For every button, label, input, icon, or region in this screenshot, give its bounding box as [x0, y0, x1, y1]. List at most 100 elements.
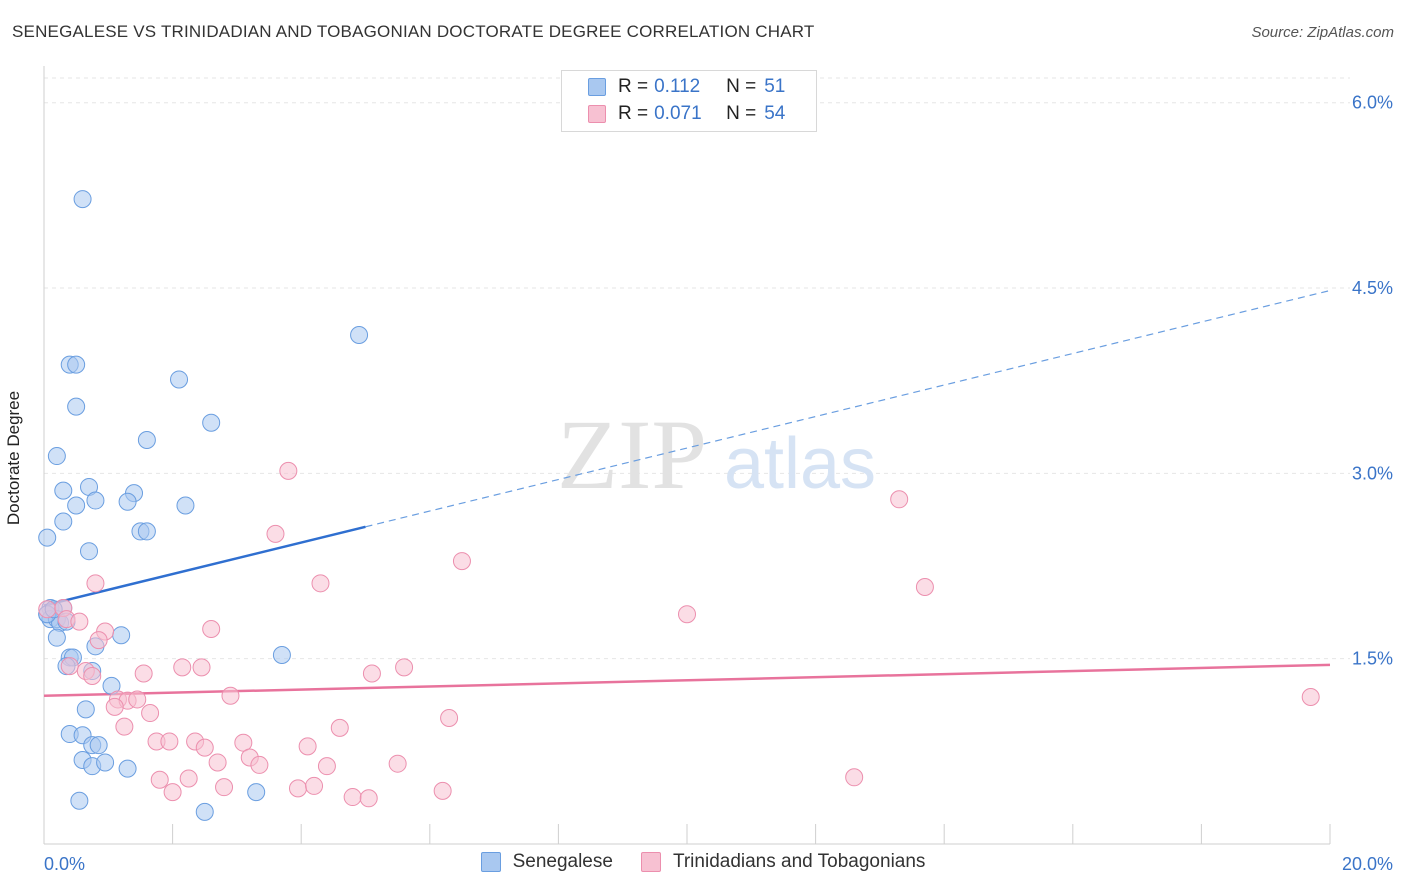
trinidadian-point — [208, 753, 227, 772]
senegalese-point — [247, 783, 266, 802]
x-tick-label: 20.0% — [1342, 854, 1393, 874]
trend-lines — [43, 289, 1331, 697]
trinidadian-point — [215, 778, 234, 797]
trinidadian-point — [305, 776, 324, 795]
legend-r-label: R = — [618, 103, 649, 124]
senegalese-point — [118, 492, 137, 511]
legend-label-senegalese: Senegalese — [512, 851, 613, 872]
legend-item-trinidadian[interactable]: Trinidadians and Tobagonians — [640, 851, 926, 873]
legend-n-value: 54 — [764, 103, 786, 124]
trinidadian-point — [128, 690, 147, 709]
trinidadian-point — [195, 738, 214, 757]
trinidadian-point — [311, 574, 330, 593]
trinidadian-point — [317, 757, 336, 776]
x-tick-label: 0.0% — [44, 854, 85, 874]
legend-r-value: 0.112 — [654, 76, 701, 97]
trinidadian-point — [845, 768, 864, 787]
trinidadian-point — [115, 717, 134, 736]
trinidadian-point — [343, 788, 362, 807]
senegalese-point — [96, 753, 115, 772]
y-tick-label: 3.0% — [1352, 463, 1393, 483]
legend-r-label: R = — [618, 76, 649, 97]
axes — [43, 66, 1331, 845]
legend-item-senegalese[interactable]: Senegalese — [480, 851, 613, 873]
legend-swatch-trinidadian — [640, 852, 661, 872]
senegalese-point — [54, 512, 73, 531]
legend-swatch-trinidadian — [588, 105, 606, 123]
senegalese-point — [86, 491, 105, 510]
legend-row-trinidadian: R = 0.071 N = 54 — [588, 103, 785, 125]
senegalese-trend-line — [43, 525, 366, 607]
legend-swatch-senegalese — [480, 852, 501, 872]
senegalese-point — [38, 528, 57, 547]
watermark-atlas: atlas — [724, 424, 876, 504]
senegalese-point — [170, 370, 189, 389]
senegalese-point — [118, 759, 137, 778]
trinidadian-point — [86, 574, 105, 593]
trinidadian-trend-line — [43, 663, 1331, 697]
trinidadian-point — [915, 578, 934, 597]
senegalese-point — [350, 325, 369, 344]
trinidadian-point — [678, 605, 696, 624]
y-tick-label: 4.5% — [1352, 278, 1393, 298]
trinidadian-point — [298, 737, 317, 756]
trinidadian-point — [60, 657, 79, 676]
senegalese-point — [137, 522, 156, 541]
watermark-zip: ZIP — [557, 399, 707, 510]
trinidadian-point — [330, 718, 349, 737]
trinidadian-point — [38, 600, 57, 619]
senegalese-point — [80, 542, 99, 561]
series-legend: Senegalese Trinidadians and Tobagonians — [0, 851, 1406, 873]
trinidadian-point — [89, 631, 108, 650]
legend-n-value: 51 — [764, 76, 786, 97]
chart-title: SENEGALESE VS TRINIDADIAN AND TOBAGONIAN… — [12, 22, 815, 41]
trinidadian-point — [105, 697, 124, 716]
senegalese-trend-projection — [365, 289, 1331, 528]
trinidadian-point — [234, 733, 253, 752]
legend-swatch-senegalese — [588, 78, 606, 96]
senegalese-point — [73, 190, 92, 209]
y-tick-label: 1.5% — [1352, 649, 1393, 669]
tick-labels: 1.5% 3.0% 4.5% 6.0% 0.0% 20.0% — [44, 93, 1393, 874]
senegalese-point — [67, 355, 86, 374]
watermark: ZIP atlas — [557, 399, 876, 510]
trinidadian-point — [440, 708, 459, 727]
trinidadian-point — [179, 769, 198, 788]
senegalese-point — [70, 791, 89, 810]
trinidadian-point — [150, 770, 169, 789]
correlation-legend: R = 0.112 N = 51 R = 0.071 N = 54 — [561, 70, 817, 132]
senegalese-point — [195, 802, 214, 821]
senegalese-point — [137, 430, 156, 449]
source-label: Source: ZipAtlas.com — [1251, 24, 1394, 41]
trinidadian-point — [266, 524, 285, 543]
trinidadian-point — [359, 789, 378, 808]
senegalese-point — [67, 397, 86, 416]
senegalese-point — [112, 626, 131, 645]
trinidadian-point — [173, 658, 192, 677]
trinidadian-point — [890, 490, 909, 509]
senegalese-point — [76, 700, 95, 719]
data-points — [38, 190, 1320, 821]
trinidadian-point — [452, 552, 471, 571]
trinidadian-point — [221, 686, 240, 705]
grid-lines — [44, 77, 1350, 660]
legend-row-senegalese: R = 0.112 N = 51 — [588, 76, 785, 98]
senegalese-point — [89, 736, 108, 755]
senegalese-point — [272, 645, 291, 664]
senegalese-point — [202, 413, 221, 432]
trinidadian-point — [134, 664, 153, 683]
trinidadian-point — [388, 754, 407, 773]
legend-n-label: N = — [726, 103, 757, 124]
trinidadian-point — [288, 779, 307, 798]
legend-r-value: 0.071 — [654, 103, 702, 124]
trinidadian-point — [192, 658, 211, 677]
trinidadian-point — [160, 732, 179, 751]
senegalese-point — [54, 481, 73, 500]
trinidadian-point — [362, 664, 381, 683]
trinidadian-point — [83, 666, 102, 685]
legend-label-trinidadian: Trinidadians and Tobagonians — [672, 851, 926, 872]
senegalese-point — [67, 496, 86, 515]
legend-n-label: N = — [726, 76, 757, 97]
trinidadian-point — [395, 658, 414, 677]
